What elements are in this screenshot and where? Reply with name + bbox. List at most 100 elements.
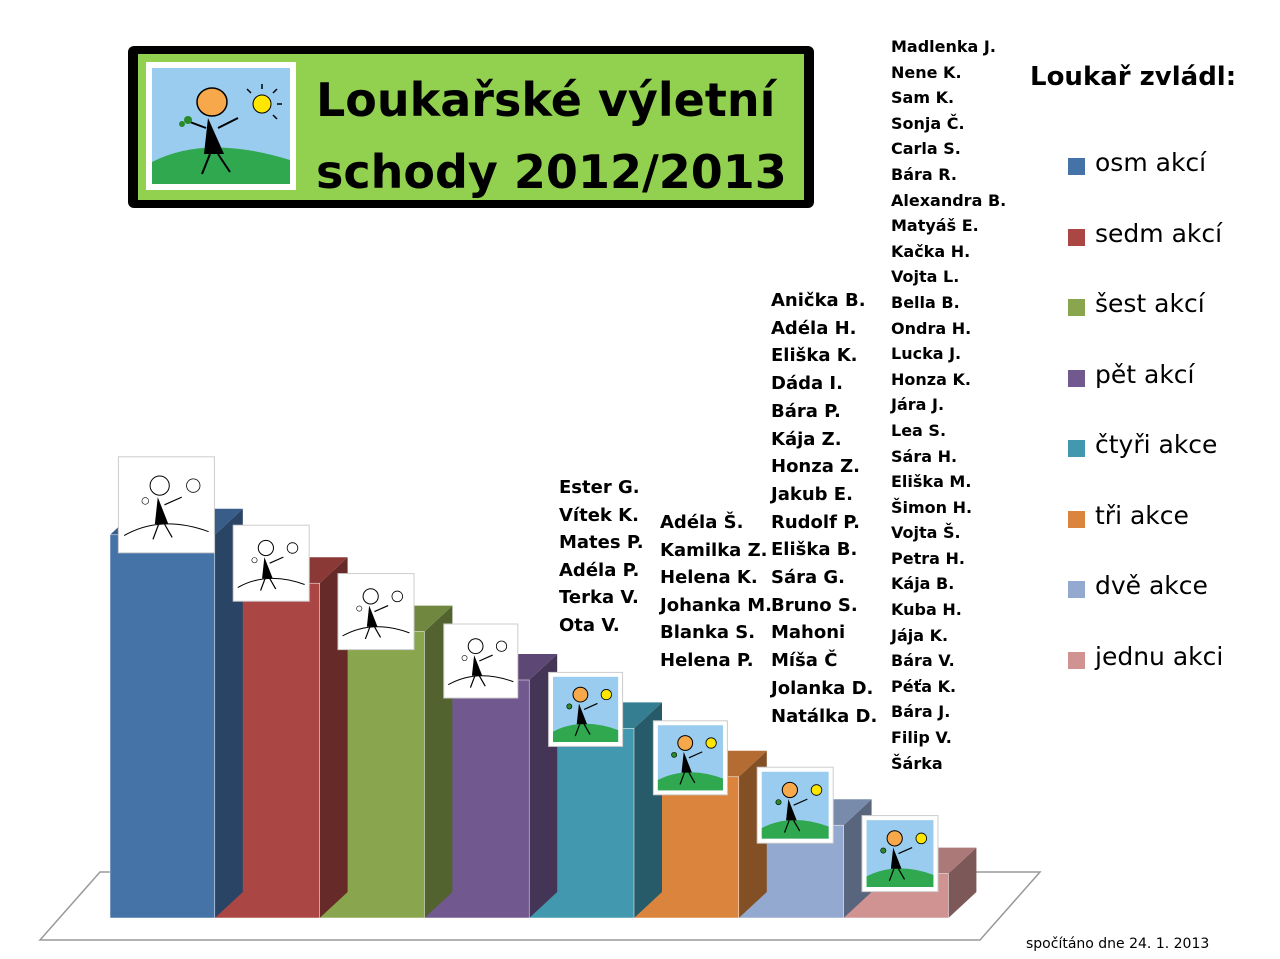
name-item: Terka V. — [559, 587, 639, 608]
names-ctyri-akce: Ester G. Vítek K. Mates P. Adéla P. Terka V.… — [559, 474, 644, 639]
name-item: Filip V. — [891, 728, 952, 748]
legend-label: šest akcí — [1095, 289, 1205, 318]
name-item: Kája B. — [891, 574, 955, 594]
name-item: Helena K. — [660, 567, 758, 589]
legend-swatch — [1068, 510, 1085, 528]
legend-swatch — [1068, 369, 1085, 387]
bar-side — [948, 847, 977, 918]
legend-label: sedm akcí — [1095, 218, 1223, 248]
title-line-2: schody 2012/2013 — [316, 145, 787, 199]
name-item: Adéla Š. — [660, 512, 744, 533]
legend-label: dvě akce — [1095, 571, 1208, 600]
title-line-1: Loukařské výletní — [316, 73, 776, 127]
name-item: Mahoni — [771, 622, 846, 644]
logo-icon — [146, 62, 296, 190]
name-item: Šárka — [891, 753, 943, 773]
legend-title: Loukař zvládl: — [1030, 62, 1237, 92]
bar-front — [109, 534, 216, 919]
legend-swatch — [1068, 440, 1085, 457]
name-item: Bára R. — [891, 164, 957, 184]
loukar-icon — [117, 456, 215, 554]
name-item: Blanka S. — [660, 622, 756, 644]
name-item: Honza Z. — [771, 456, 861, 478]
loukar-icon — [337, 573, 415, 651]
name-item: Kačka H. — [891, 241, 971, 261]
name-item: Míša Č — [771, 650, 838, 672]
calculation-date: spočítáno dne 24. 1. 2013 — [1026, 936, 1210, 952]
name-item: Carla S. — [891, 139, 961, 159]
name-item: Jára J. — [891, 395, 945, 415]
legend-swatch — [1068, 299, 1085, 316]
name-item: Kája Z. — [771, 428, 842, 450]
name-item: Matyáš E. — [891, 216, 979, 236]
name-item: Mates P. — [559, 532, 644, 553]
name-item: Sára H. — [891, 446, 958, 466]
name-item: Ota V. — [559, 614, 620, 636]
name-item: Petra H. — [891, 548, 965, 568]
name-item: Šimon H. — [891, 497, 973, 517]
legend-label: jednu akci — [1095, 641, 1224, 671]
name-item: Jakub E. — [771, 483, 853, 505]
name-item: Honza K. — [891, 369, 971, 389]
page-title: Loukařské výletní schody 2012/2013 — [316, 64, 798, 208]
title-box: Loukařské výletní schody 2012/2013 — [128, 46, 814, 208]
name-item: Jolanka D. — [771, 677, 874, 699]
legend-label: tři akce — [1095, 500, 1189, 530]
name-item: Vojta Š. — [891, 523, 961, 543]
name-item: Bára P. — [771, 400, 841, 422]
name-item: Jája K. — [891, 625, 949, 645]
name-item: Helena P. — [660, 649, 754, 671]
bars-layer — [109, 456, 977, 919]
loukar-icon — [861, 815, 939, 893]
name-item: Anička B. — [771, 290, 866, 311]
loukar-icon — [548, 671, 624, 747]
name-item: Sam K. — [891, 88, 955, 108]
name-item: Sára G. — [771, 567, 846, 589]
name-item: Dáda I. — [771, 373, 843, 395]
loukar-icon — [232, 524, 310, 602]
bar-side — [214, 508, 243, 918]
loukar-icon — [652, 720, 728, 796]
name-item: Adéla H. — [771, 317, 857, 339]
legend-swatch — [1068, 228, 1085, 246]
names-dve-akce: Anička B. Adéla H. Eliška K. Dáda I. Bára P.… — [771, 287, 877, 730]
legend-label: pět akcí — [1095, 359, 1195, 389]
name-item: Bella B. — [891, 292, 960, 312]
legend-swatch — [1068, 581, 1085, 598]
name-item: Nene K. — [891, 62, 962, 82]
names-jednu-akci: Madlenka J. Nene K. Sam K. Sonja Č. Carla S.… — [891, 34, 1006, 776]
name-item: Rudolf P. — [771, 511, 860, 533]
name-item: Lucka J. — [891, 344, 962, 364]
name-item: Sonja Č. — [891, 113, 965, 133]
name-item: Natálka D. — [771, 705, 878, 727]
name-item: Ester G. — [559, 477, 640, 498]
name-item: Alexandra B. — [891, 190, 1007, 210]
name-item: Péťa K. — [891, 676, 957, 696]
legend-label: čtyři akce — [1095, 430, 1218, 459]
name-item: Vítek K. — [559, 504, 639, 526]
name-item: Kuba H. — [891, 600, 962, 620]
names-tri-akce: Adéla Š. Kamilka Z. Helena K. Johanka M. Bla… — [660, 509, 772, 675]
name-item: Ondra H. — [891, 318, 972, 338]
name-item: Johanka M. — [660, 594, 772, 616]
bar-4 — [424, 654, 558, 919]
legend-swatch — [1068, 158, 1085, 175]
title-background: Loukařské výletní schody 2012/2013 — [138, 54, 804, 200]
name-item: Eliška K. — [771, 345, 858, 367]
legend-swatch — [1068, 651, 1085, 669]
name-item: Eliška M. — [891, 472, 972, 492]
name-item: Bára V. — [891, 651, 955, 671]
name-item: Vojta L. — [891, 267, 960, 287]
name-item: Lea S. — [891, 420, 947, 440]
name-item: Eliška B. — [771, 539, 858, 561]
name-item: Bruno S. — [771, 594, 858, 616]
loukar-icon — [443, 623, 519, 699]
name-item: Madlenka J. — [891, 37, 996, 56]
loukar-icon — [756, 766, 834, 844]
name-item: Bára J. — [891, 702, 951, 722]
name-item: Kamilka Z. — [660, 539, 768, 561]
name-item: Adéla P. — [559, 559, 640, 581]
bar-1 — [109, 508, 243, 919]
legend-label: osm akcí — [1095, 148, 1207, 177]
